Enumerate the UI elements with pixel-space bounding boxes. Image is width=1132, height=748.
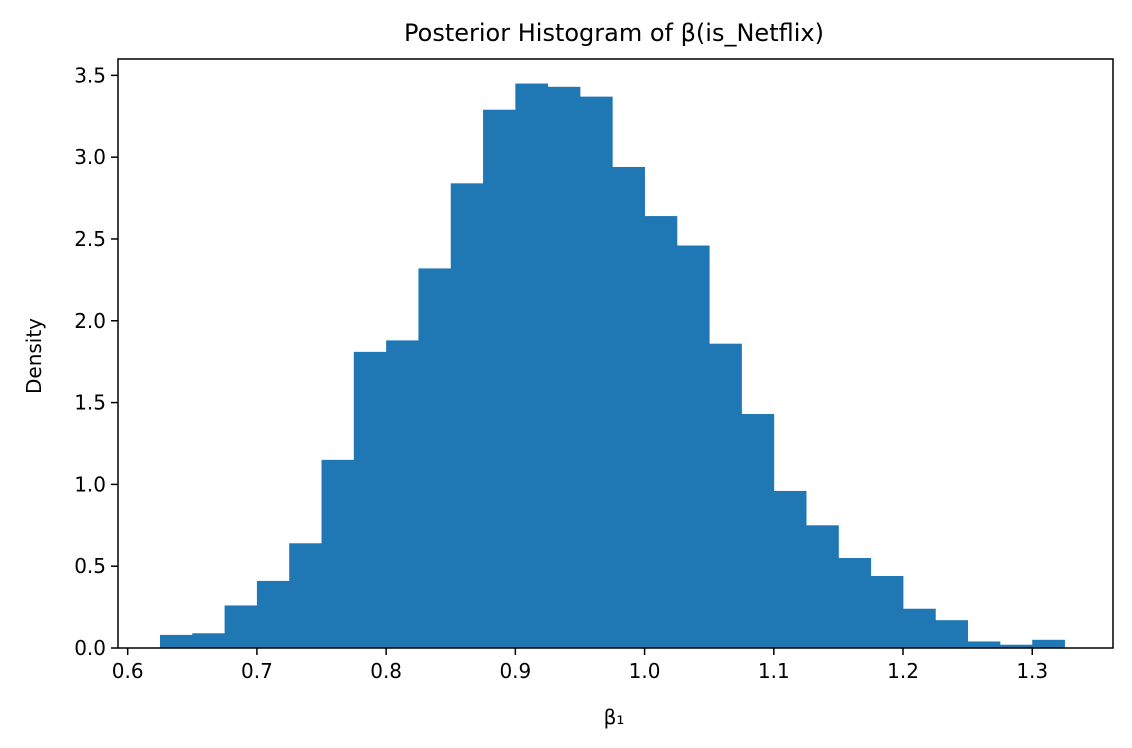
histogram-bar-20 bbox=[773, 490, 807, 648]
histogram-bar-6 bbox=[321, 459, 355, 648]
histogram-bar-2 bbox=[192, 633, 226, 648]
x-tick-label: 0.7 bbox=[241, 659, 273, 683]
x-axis: 0.6 0.7 0.8 0.9 1.0 1.1 1.2 1.3 bbox=[112, 648, 1048, 683]
y-tick-label: 3.0 bbox=[74, 145, 106, 169]
x-tick-label: 0.6 bbox=[112, 659, 144, 683]
y-tick-label: 2.0 bbox=[74, 309, 106, 333]
histogram-bar-23 bbox=[870, 576, 904, 648]
x-tick-label: 0.9 bbox=[499, 659, 531, 683]
y-tick-label: 3.5 bbox=[74, 63, 106, 87]
histogram-bar-8 bbox=[386, 340, 419, 648]
histogram-bar-16 bbox=[644, 216, 678, 649]
histogram-bar-12 bbox=[515, 83, 549, 648]
y-axis: 0.0 0.5 1.0 1.5 2.0 2.5 3.0 3.5 bbox=[74, 63, 118, 660]
histogram-bar-14 bbox=[579, 96, 613, 648]
histogram-bar-26 bbox=[967, 641, 1001, 648]
plot-frame bbox=[117, 58, 1114, 649]
y-tick-label: 1.0 bbox=[74, 472, 106, 496]
x-tick-label: 1.3 bbox=[1016, 659, 1048, 683]
histogram-bar-25 bbox=[935, 620, 969, 648]
histogram-bar-21 bbox=[806, 525, 839, 648]
histogram-bar-1 bbox=[159, 634, 193, 648]
histogram-bar-4 bbox=[256, 580, 290, 648]
histogram-bar-22 bbox=[838, 558, 872, 648]
bars-group bbox=[159, 83, 1065, 649]
histogram-bar-13 bbox=[547, 86, 581, 648]
histogram-bar-10 bbox=[450, 183, 484, 648]
histogram-bar-5 bbox=[289, 543, 322, 648]
y-tick-label: 2.5 bbox=[74, 227, 106, 251]
y-tick-label: 0.0 bbox=[74, 636, 106, 660]
histogram-bar-28 bbox=[1032, 639, 1065, 648]
histogram-bar-3 bbox=[224, 605, 258, 648]
histogram-bar-24 bbox=[903, 608, 936, 648]
histogram-bar-7 bbox=[353, 351, 387, 648]
histogram-bar-19 bbox=[741, 414, 775, 648]
histogram-bar-15 bbox=[612, 166, 645, 648]
histogram-bar-27 bbox=[999, 644, 1033, 648]
histogram-bar-9 bbox=[418, 268, 452, 648]
histogram-bar-18 bbox=[709, 343, 742, 648]
chart-title: Posterior Histogram of β(is_Netflix) bbox=[404, 19, 824, 47]
x-tick-label: 1.0 bbox=[629, 659, 661, 683]
x-tick-label: 0.8 bbox=[370, 659, 402, 683]
x-tick-label: 1.1 bbox=[758, 659, 790, 683]
y-axis-title: Density bbox=[22, 318, 46, 394]
histogram-bar-17 bbox=[676, 245, 710, 648]
x-tick-label: 1.2 bbox=[887, 659, 919, 683]
y-tick-label: 1.5 bbox=[74, 391, 106, 415]
y-tick-label: 0.5 bbox=[74, 554, 106, 578]
x-axis-title: β₁ bbox=[604, 705, 625, 729]
histogram-bar-11 bbox=[483, 109, 516, 649]
